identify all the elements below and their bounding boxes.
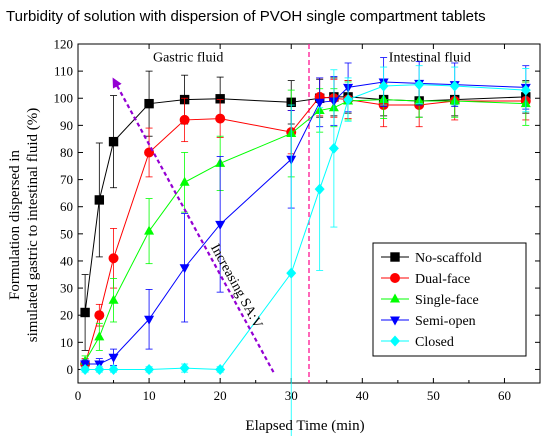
annotation-label: Increasing SA:V bbox=[207, 242, 265, 331]
data-point bbox=[94, 310, 105, 321]
series-line bbox=[84, 99, 526, 362]
y-tick-label: 80 bbox=[60, 145, 73, 160]
data-point bbox=[286, 267, 297, 279]
data-point bbox=[179, 264, 190, 274]
data-point bbox=[80, 307, 90, 318]
x-tick-label: 40 bbox=[356, 388, 369, 403]
data-point bbox=[94, 195, 105, 205]
data-point bbox=[215, 220, 226, 230]
y-tick-label: 70 bbox=[60, 172, 73, 187]
legend: No-scaffold Dual-face Single-face Semi-open… bbox=[372, 242, 527, 357]
y-tick-label: 10 bbox=[60, 335, 73, 350]
x-tick-label: 10 bbox=[143, 388, 156, 403]
data-point bbox=[80, 363, 91, 375]
legend-marker bbox=[390, 273, 400, 283]
y-tick-label: 60 bbox=[60, 199, 73, 214]
legend-marker bbox=[390, 335, 400, 347]
y-tick-label: 50 bbox=[60, 226, 73, 241]
y-axis-label-line1: Formulation dispersed in bbox=[7, 150, 23, 300]
data-point bbox=[314, 183, 325, 195]
y-tick-label: 0 bbox=[67, 362, 74, 377]
data-point bbox=[144, 225, 155, 235]
y-axis-label-line2: simulated gastric to intestinal fluid (%… bbox=[25, 108, 41, 343]
series-line bbox=[85, 84, 526, 370]
data-point bbox=[520, 84, 531, 96]
legend-marker bbox=[390, 293, 400, 303]
y-tick-label: 100 bbox=[54, 91, 74, 106]
data-point bbox=[108, 353, 119, 363]
legend-label: Single-face bbox=[415, 293, 479, 308]
data-point bbox=[328, 142, 339, 154]
y-tick-label: 120 bbox=[54, 37, 74, 52]
legend-marker bbox=[390, 316, 400, 326]
region-label-gastric: Gastric fluid bbox=[153, 51, 223, 66]
x-axis-label: Elapsed Time (min) bbox=[245, 418, 364, 434]
legend-item: No-scaffold bbox=[381, 251, 482, 266]
data-point bbox=[94, 363, 105, 375]
data-point bbox=[179, 114, 190, 125]
legend-item: Semi-open bbox=[381, 314, 476, 329]
data-point bbox=[314, 98, 325, 108]
x-tick-label: 50 bbox=[427, 388, 440, 403]
y-tick-label: 40 bbox=[60, 253, 73, 268]
y-tick-label: 20 bbox=[60, 308, 73, 323]
plot-area: 0 10 20 30 40 50 60010203040506070809010011012… bbox=[54, 37, 541, 436]
series-line bbox=[85, 81, 526, 365]
data-point bbox=[108, 363, 119, 375]
data-point bbox=[215, 363, 226, 375]
data-point bbox=[108, 294, 119, 304]
region-label-intestinal: Intestinal fluid bbox=[389, 51, 471, 66]
legend-item: Dual-face bbox=[381, 272, 470, 287]
chart-title: Turbidity of solution with dispersion of… bbox=[6, 8, 486, 25]
data-point bbox=[215, 113, 226, 124]
y-tick-label: 90 bbox=[60, 118, 73, 133]
legend-label: No-scaffold bbox=[415, 251, 482, 266]
legend-label: Semi-open bbox=[415, 314, 476, 329]
data-point bbox=[108, 253, 119, 264]
data-point bbox=[144, 98, 154, 109]
x-tick-label: 0 bbox=[75, 388, 82, 403]
legend-item: Single-face bbox=[381, 293, 479, 308]
annotation-arrow bbox=[112, 77, 275, 373]
series-closed bbox=[80, 65, 531, 436]
data-point bbox=[343, 94, 354, 106]
x-tick-label: 60 bbox=[498, 388, 511, 403]
legend-label: Closed bbox=[415, 335, 454, 350]
data-point bbox=[179, 176, 190, 186]
y-tick-label: 30 bbox=[60, 281, 73, 296]
data-point bbox=[108, 136, 119, 147]
series-line bbox=[84, 96, 526, 365]
data-point bbox=[378, 80, 389, 92]
legend-label: Dual-face bbox=[415, 272, 470, 287]
legend-marker bbox=[390, 252, 400, 262]
y-tick-label: 110 bbox=[54, 64, 73, 79]
data-point bbox=[414, 79, 425, 91]
data-point bbox=[94, 331, 105, 341]
x-tick-label: 20 bbox=[214, 388, 227, 403]
data-point bbox=[449, 80, 460, 92]
data-point bbox=[144, 363, 155, 375]
data-point bbox=[179, 362, 190, 374]
legend-item: Closed bbox=[381, 335, 454, 350]
data-point bbox=[144, 315, 155, 325]
